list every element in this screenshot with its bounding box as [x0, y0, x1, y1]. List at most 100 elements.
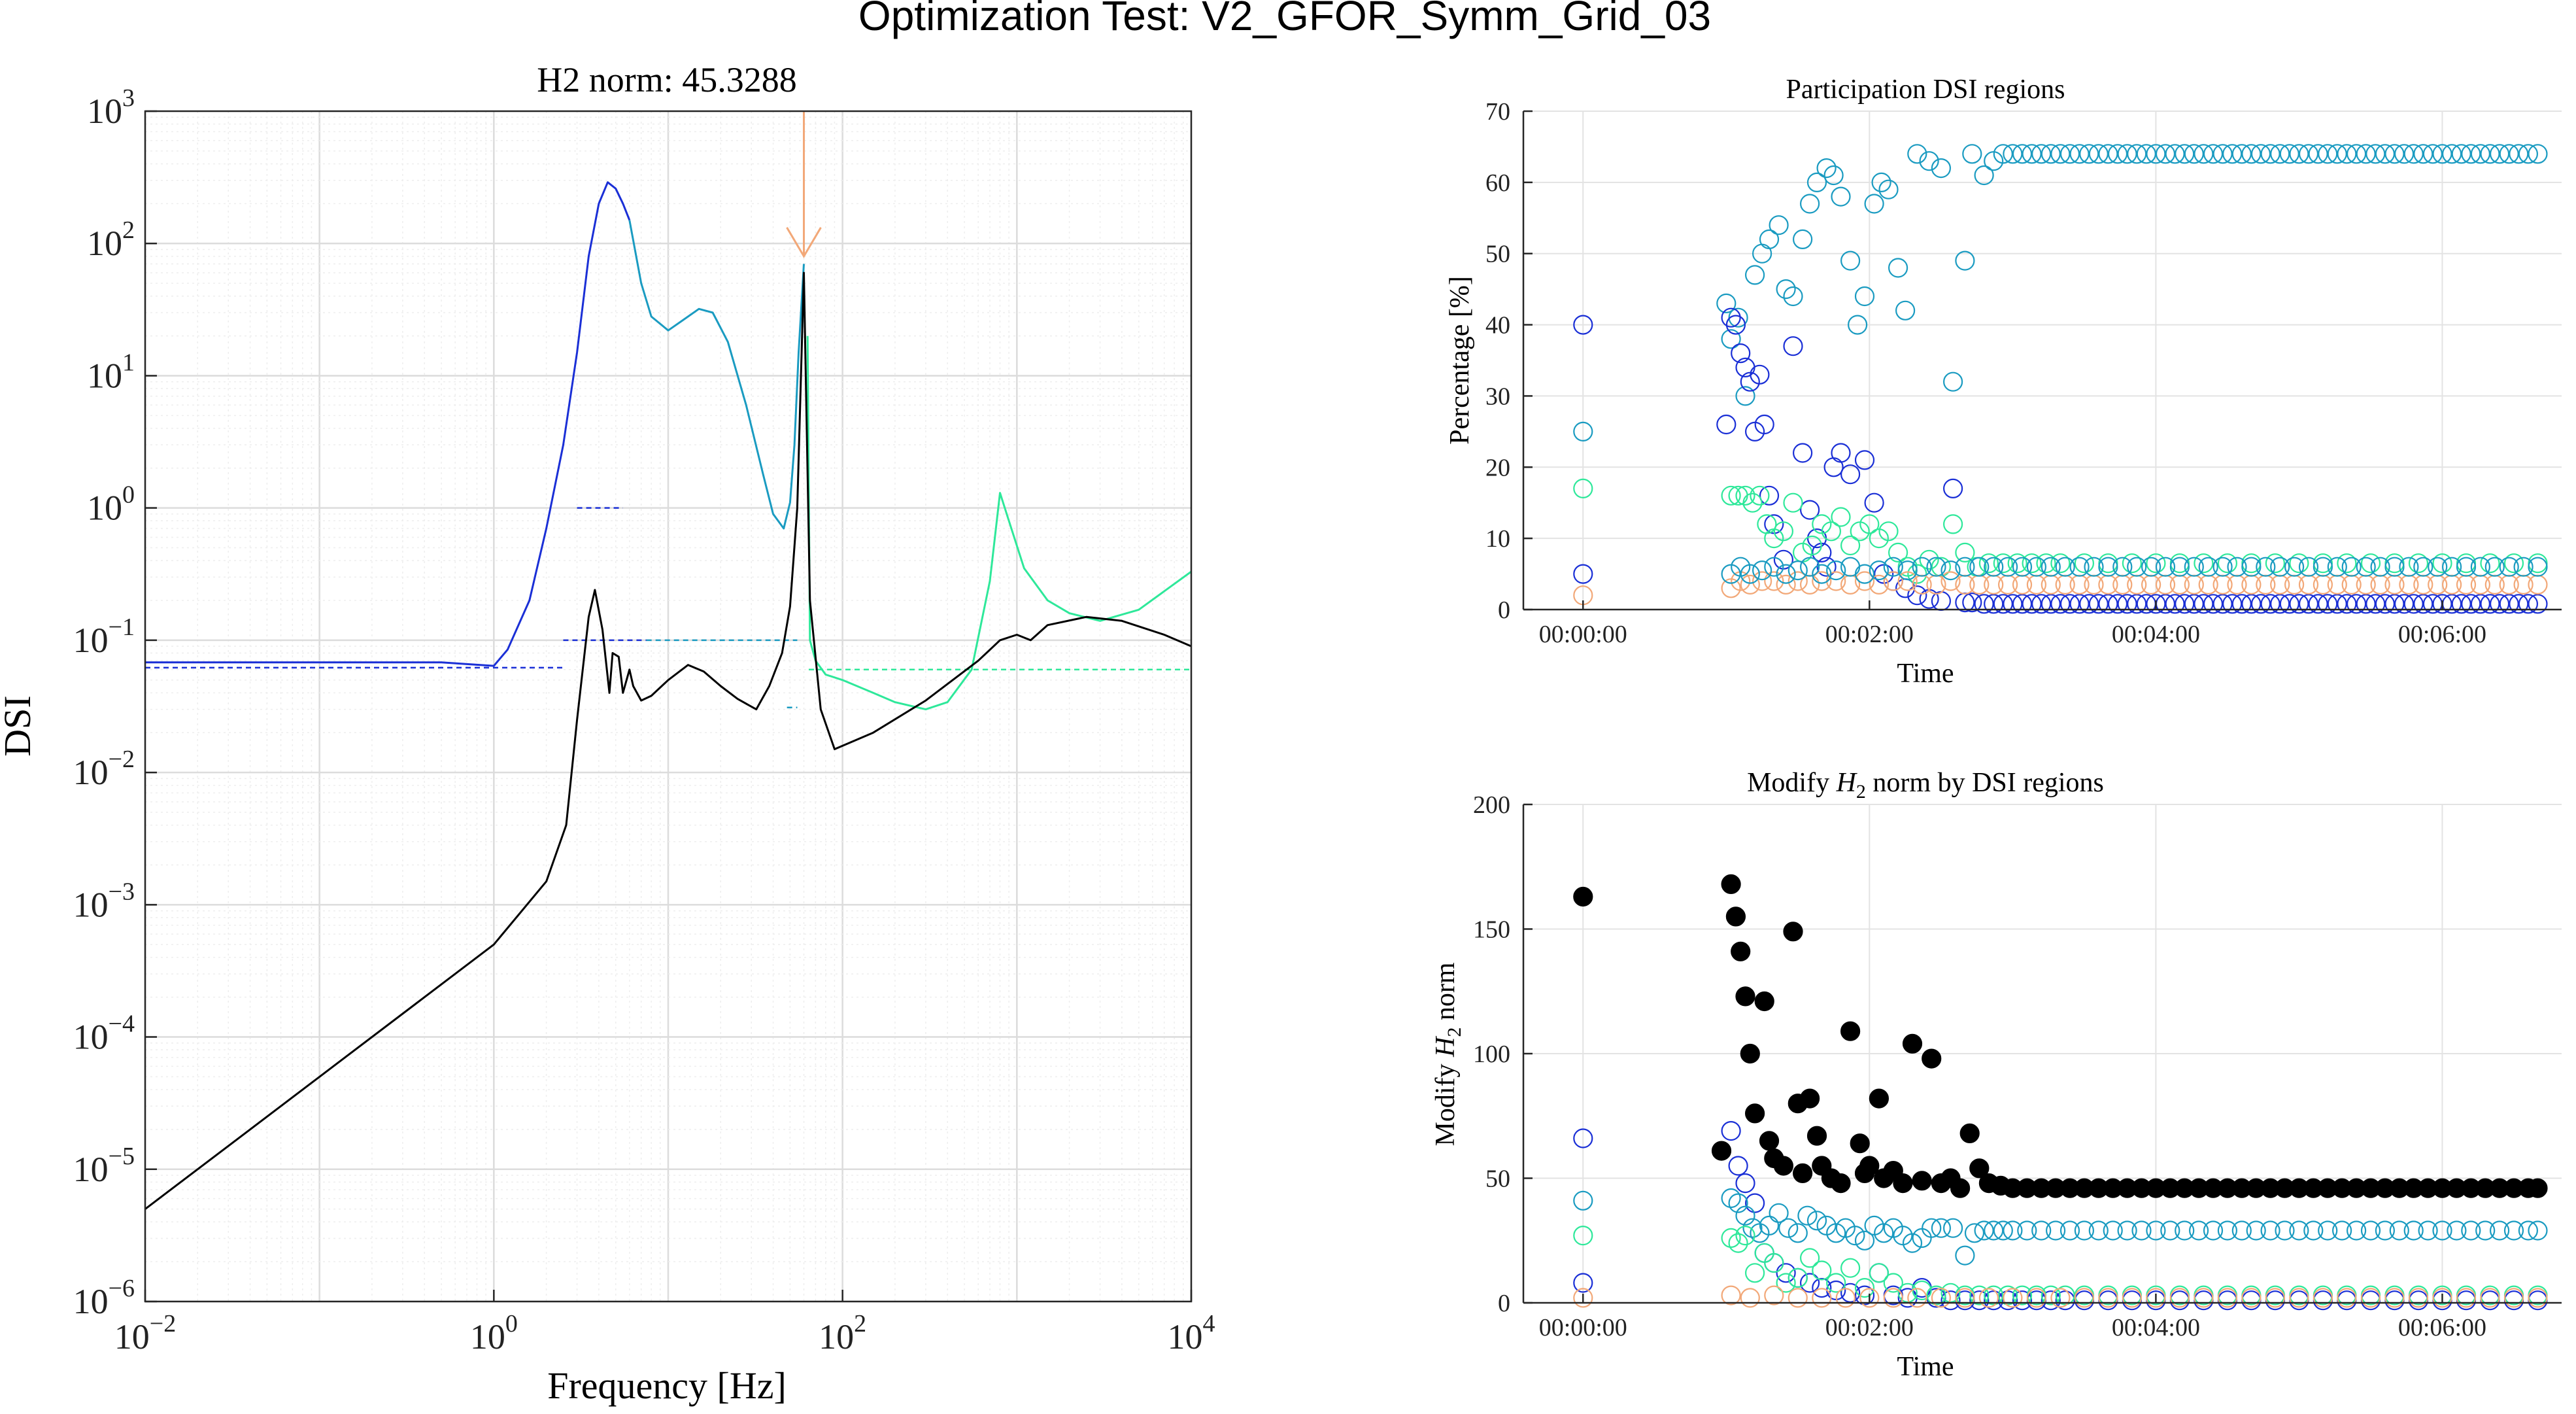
point-teal	[2518, 1220, 2538, 1241]
point-teal	[2069, 557, 2090, 577]
chart-modify-h2-title: Modify H2 norm by DSI regions	[1747, 768, 2104, 802]
point-teal	[2131, 1220, 2152, 1241]
point-teal	[1888, 258, 1908, 278]
point-teal	[1735, 386, 1755, 406]
chart-dsi-y-label: DSI	[0, 695, 39, 756]
point-blue	[2222, 594, 2243, 614]
point-blue	[2022, 594, 2042, 614]
point-teal	[2098, 557, 2118, 577]
y-tick-label: 102	[87, 216, 135, 263]
point-green	[1783, 492, 1803, 513]
point-blue	[1759, 485, 1780, 506]
point-orange	[2480, 1288, 2500, 1308]
point-teal	[2184, 144, 2204, 164]
point-blue	[2365, 594, 2386, 614]
point-green	[1840, 535, 1861, 556]
point-blue	[1816, 557, 1837, 577]
chart-participation-axes	[1522, 110, 2562, 611]
chart-modify-h2-y-label-h: H	[1431, 1035, 1461, 1058]
point-teal	[2231, 1220, 2252, 1241]
y-tick-label: 100	[1473, 1041, 1510, 1068]
point-teal	[2165, 144, 2185, 164]
point-black	[1800, 1088, 1820, 1109]
point-blue	[2298, 594, 2319, 614]
point-teal	[1735, 1205, 1755, 1226]
point-blue	[1754, 414, 1774, 435]
point-teal	[2117, 1220, 2137, 1241]
point-teal	[1955, 1245, 1975, 1266]
point-blue	[1731, 343, 1751, 364]
point-teal	[2031, 144, 2052, 164]
point-blue	[1840, 464, 1861, 485]
point-teal	[1800, 557, 1820, 577]
y-tick-label: 10−5	[73, 1143, 135, 1189]
point-teal	[2059, 1220, 2080, 1241]
point-green	[1821, 521, 1841, 542]
point-orange	[2122, 1288, 2142, 1308]
point-teal	[2298, 557, 2319, 577]
point-blue	[2327, 594, 2347, 614]
point-teal	[1871, 172, 1891, 192]
point-teal	[2394, 144, 2415, 164]
point-blue	[2528, 594, 2548, 614]
point-teal	[1926, 557, 1946, 577]
point-teal	[1922, 1218, 1942, 1238]
point-teal	[1943, 1218, 1963, 1238]
point-blue	[2212, 594, 2233, 614]
point-blue	[1984, 1290, 2004, 1311]
point-teal	[2341, 557, 2362, 577]
point-blue	[1800, 500, 1820, 520]
dsi-series-black	[144, 271, 1192, 1210]
point-teal	[2461, 1220, 2481, 1241]
point-blue	[2146, 594, 2166, 614]
point-teal	[1955, 250, 1975, 271]
point-green	[1788, 1267, 1808, 1288]
point-black	[1893, 1173, 1913, 1194]
point-blue	[1573, 315, 1593, 335]
point-green	[1878, 521, 1899, 542]
point-orange	[1859, 1288, 1880, 1308]
point-teal	[1769, 215, 1789, 235]
point-blue	[1907, 585, 1927, 606]
point-teal	[2088, 144, 2109, 164]
point-teal	[1878, 179, 1899, 199]
point-teal	[2003, 144, 2023, 164]
point-teal	[2169, 557, 2190, 577]
point-teal	[1816, 158, 1837, 179]
point-teal	[1793, 229, 1813, 249]
point-teal	[1998, 557, 2018, 577]
chart-dsi-grid	[144, 111, 1191, 1303]
point-green	[1840, 1258, 1861, 1278]
x-tick-label: 102	[819, 1310, 866, 1356]
y-tick-label: 20	[1485, 454, 1510, 481]
point-blue	[1974, 594, 1994, 614]
point-teal	[2347, 144, 2367, 164]
point-blue	[2127, 594, 2147, 614]
x-tick-label: 00:02:00	[1825, 621, 1914, 648]
point-teal	[2041, 144, 2061, 164]
point-blue	[2279, 594, 2299, 614]
point-teal	[2384, 144, 2405, 164]
chart-participation-y-label: Percentage [%]	[1445, 276, 1475, 445]
point-teal	[2136, 144, 2156, 164]
point-green	[1773, 521, 1793, 542]
chart-dsi-tick-labels: 10−2 100 102 104 10−6 10−5 10−4 10−3 10−2 10−1 100…	[73, 84, 1215, 1356]
point-teal	[2275, 1220, 2295, 1241]
point-teal	[2069, 144, 2090, 164]
point-teal	[2203, 1220, 2224, 1241]
point-teal	[1573, 421, 1593, 442]
y-tick-label: 0	[1498, 1290, 1510, 1317]
point-blue	[2490, 594, 2510, 614]
point-teal	[2050, 144, 2071, 164]
point-teal	[1993, 1220, 2013, 1241]
point-blue	[2031, 594, 2052, 614]
point-orange	[1764, 571, 1784, 591]
point-teal	[2428, 557, 2448, 577]
point-teal	[2413, 557, 2433, 577]
point-black	[1759, 1131, 1780, 1151]
point-green	[1802, 535, 1822, 556]
point-green	[2432, 553, 2452, 574]
point-black	[1831, 1173, 1851, 1194]
point-teal	[2432, 1220, 2452, 1241]
point-blue	[1573, 1128, 1593, 1148]
